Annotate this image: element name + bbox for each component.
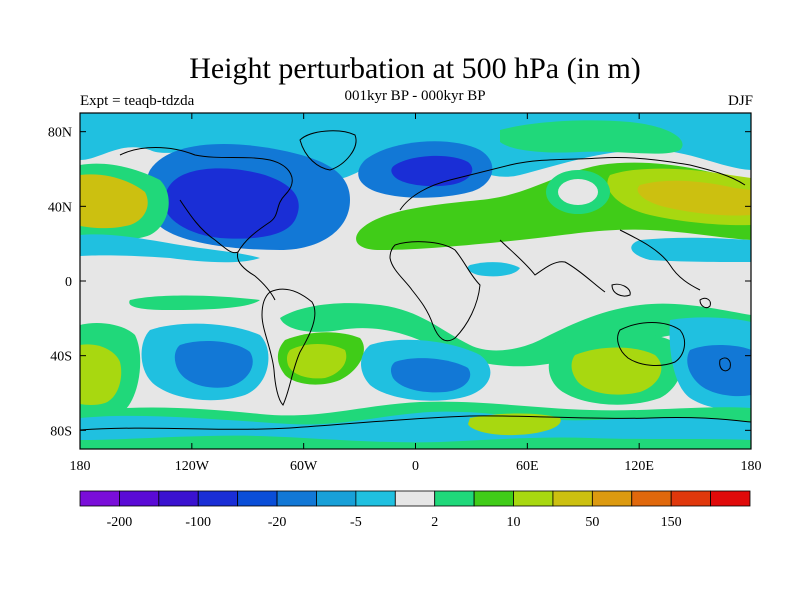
x-tick-label: 180: [70, 459, 91, 474]
colorbar-swatch: [631, 490, 672, 507]
colorbar-swatch: [276, 490, 317, 507]
x-tick-label: 0: [412, 459, 419, 474]
contour-region: [174, 340, 253, 388]
contour-region: [129, 295, 260, 310]
colorbar-swatch: [79, 490, 120, 507]
x-tick-label: 60E: [516, 459, 539, 474]
colorbar-label: 2: [431, 515, 438, 530]
contour-region: [631, 237, 751, 262]
colorbar-swatch: [394, 490, 436, 507]
colorbar-label: 10: [507, 515, 521, 530]
colorbar-label: -200: [107, 515, 133, 530]
colorbar-swatch: [670, 490, 711, 507]
contour-region: [286, 344, 347, 379]
contour-region: [280, 303, 751, 367]
y-tick-label: 0: [65, 275, 72, 290]
colorbar-label: -5: [350, 515, 362, 530]
x-tick-label: 180: [741, 459, 762, 474]
colorbar-swatch: [158, 490, 199, 507]
contour-region: [468, 413, 561, 436]
colorbar-swatch: [473, 490, 514, 507]
contour-region: [637, 180, 751, 216]
colorbar-label: 50: [585, 515, 599, 530]
colorbar-swatch: [513, 490, 554, 507]
colorbar-swatch: [434, 490, 475, 507]
colorbar-labels: -200 -100 -20 -5 2 10 50 150: [107, 515, 682, 530]
colorbar-swatch: [552, 490, 593, 507]
colorbar: [79, 490, 751, 507]
contour-region: [80, 344, 122, 405]
colorbar-swatch: [316, 490, 357, 507]
colorbar-swatch: [710, 490, 751, 507]
colorbar-swatch: [237, 490, 278, 507]
contour-region: [80, 174, 148, 229]
season-label: DJF: [727, 93, 753, 109]
contour-region: [467, 262, 520, 277]
x-tick-label: 60W: [290, 459, 318, 474]
contour-region: [390, 358, 471, 393]
x-axis: 180 120W 60W 0 60E 120E 180: [70, 113, 762, 474]
contour-region: [500, 120, 683, 154]
y-tick-label: 80N: [48, 126, 72, 141]
x-tick-label: 120E: [624, 459, 654, 474]
colorbar-swatch: [197, 490, 239, 507]
coastlines: [80, 130, 751, 431]
contour-region: [558, 179, 598, 205]
colorbar-label: -100: [185, 515, 211, 530]
colorbar-label: 150: [661, 515, 682, 530]
colorbar-swatch: [591, 490, 633, 507]
contour-region: [391, 155, 473, 187]
contour-region: [80, 411, 751, 443]
chart-subtitle: 001kyr BP - 000kyr BP: [344, 88, 486, 104]
colorbar-swatch: [119, 490, 160, 507]
contour-region: [571, 347, 662, 395]
y-tick-label: 40N: [48, 200, 72, 215]
contour-region: [687, 345, 751, 397]
contour-region: [80, 234, 260, 263]
y-tick-label: 40S: [50, 350, 72, 365]
contour-region: [165, 168, 299, 239]
map-panel: [80, 113, 751, 449]
y-tick-label: 80S: [50, 424, 72, 439]
colorbar-label: -20: [268, 515, 287, 530]
colorbar-swatch: [355, 490, 396, 507]
chart-title: Height perturbation at 500 hPa (in m): [189, 52, 641, 85]
y-axis: 80N 40N 0 40S 80S: [48, 126, 751, 439]
experiment-label: Expt = teaqb-tdzda: [80, 93, 195, 109]
x-tick-label: 120W: [175, 459, 210, 474]
